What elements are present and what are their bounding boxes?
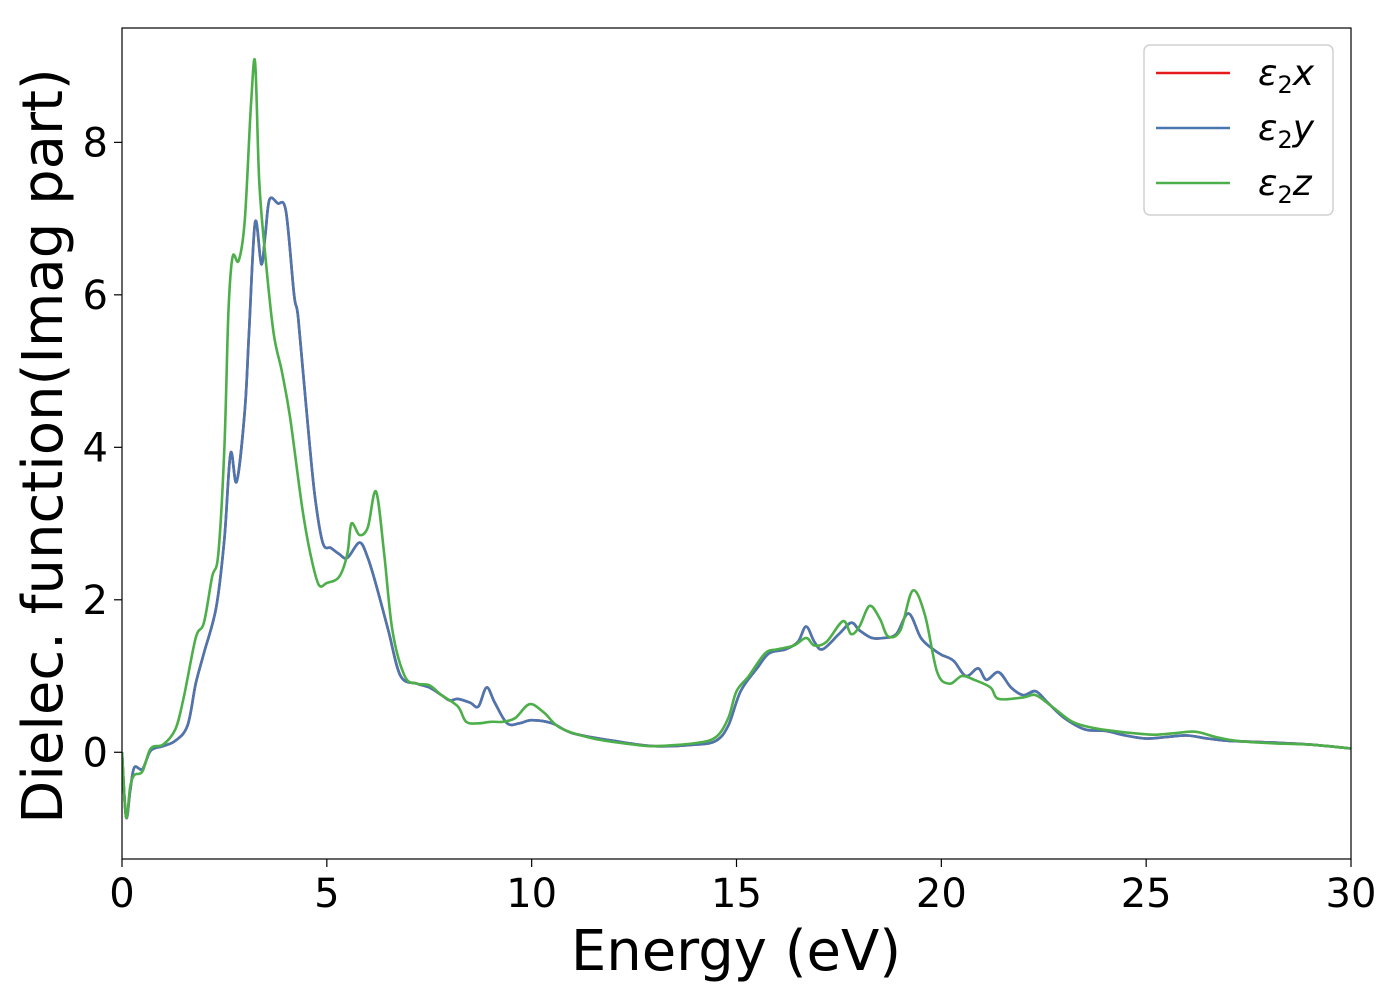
y-tick-label: 4 (83, 425, 108, 471)
legend-label-z: ε2z (1258, 163, 1313, 209)
x-tick-label: 10 (506, 871, 557, 917)
series-line-y (122, 196, 1351, 820)
x-axis-label: Energy (eV) (571, 919, 901, 984)
y-axis: 0 2 4 6 8 (83, 120, 122, 776)
x-tick-label: 15 (711, 871, 762, 917)
series-line-z (122, 58, 1351, 820)
legend-label-x: ε2x (1258, 53, 1315, 99)
x-tick-label: 25 (1121, 871, 1172, 917)
y-tick-label: 6 (83, 273, 108, 319)
x-axis: 0 5 10 15 20 25 30 (109, 859, 1376, 917)
y-tick-label: 8 (83, 120, 108, 166)
legend-box (1143, 44, 1334, 216)
x-tick-label: 20 (916, 871, 967, 917)
y-axis-label: Dielec. function(Imag part) (11, 68, 76, 824)
legend-label-y: ε2y (1258, 108, 1315, 154)
x-tick-label: 5 (314, 871, 339, 917)
y-tick-label: 2 (83, 578, 108, 624)
series-layer (122, 58, 1351, 820)
y-tick-label: 0 (83, 730, 108, 776)
x-tick-label: 30 (1326, 871, 1377, 917)
x-tick-label: 0 (109, 871, 134, 917)
legend: ε2x ε2y ε2z (1143, 44, 1334, 216)
